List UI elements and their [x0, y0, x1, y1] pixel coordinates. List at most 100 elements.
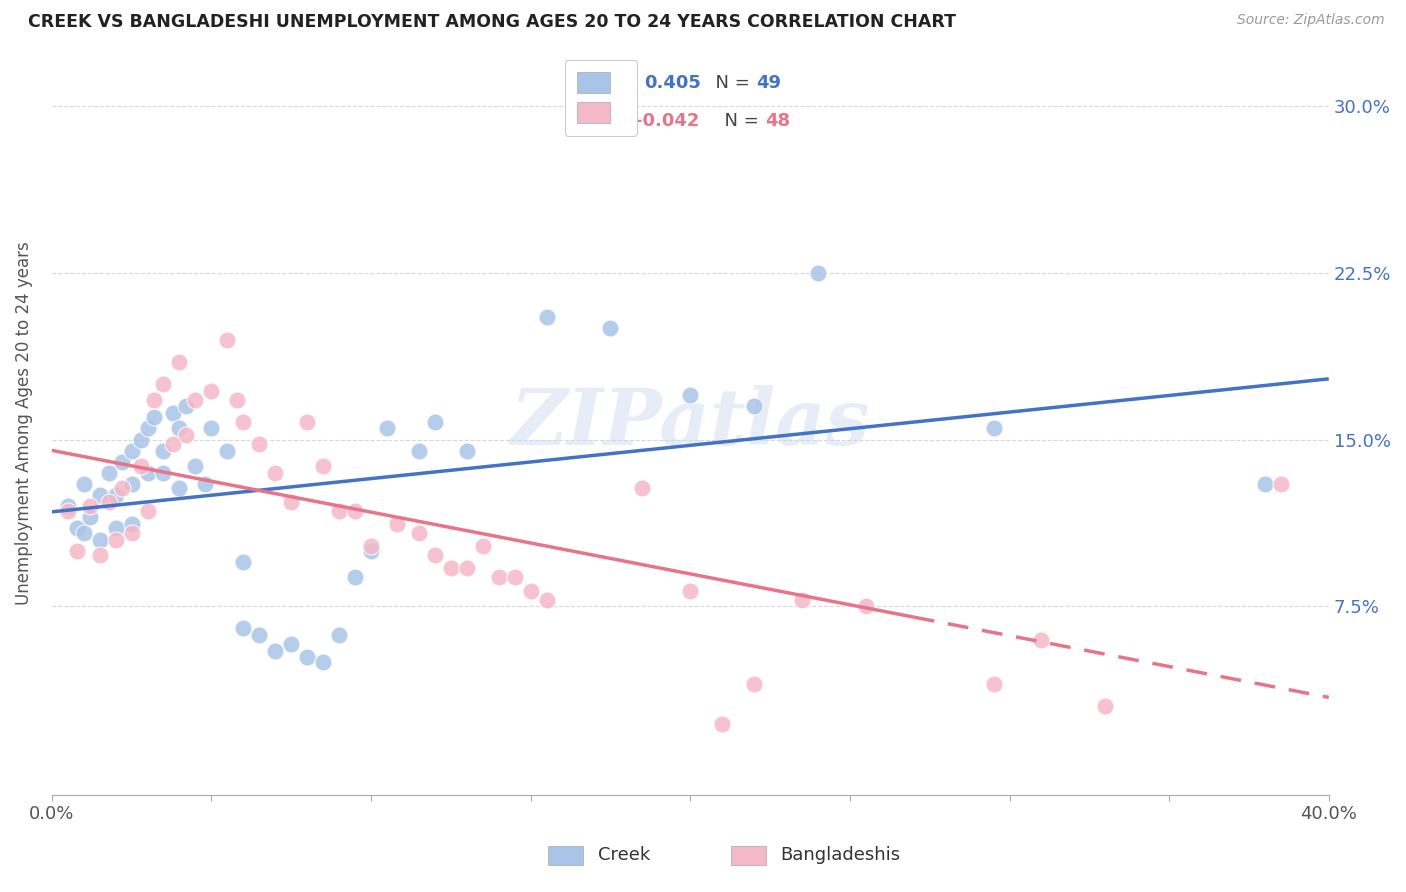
Point [280, 495, 302, 509]
Text: 48: 48 [765, 112, 790, 129]
Point [162, 437, 184, 451]
Point [855, 599, 877, 614]
Point [142, 392, 165, 407]
Point [104, 488, 127, 502]
Point [136, 421, 159, 435]
Point [423, 548, 446, 562]
Point [360, 543, 382, 558]
Point [121, 477, 143, 491]
Point [104, 521, 127, 535]
Point [136, 466, 159, 480]
Point [121, 443, 143, 458]
Point [169, 482, 191, 496]
Point [217, 443, 239, 458]
Point [456, 443, 478, 458]
Point [471, 539, 494, 553]
Point [136, 503, 159, 517]
Point [56, 499, 79, 513]
Point [73, 525, 96, 540]
Point [679, 388, 702, 402]
Point [111, 455, 134, 469]
Point [111, 482, 134, 496]
Point [66, 543, 89, 558]
Text: R =: R = [586, 74, 631, 92]
Point [408, 525, 430, 540]
Point [104, 533, 127, 547]
Point [232, 621, 254, 635]
Text: N =: N = [704, 74, 755, 92]
Point [742, 677, 765, 691]
Point [200, 384, 222, 398]
Text: N =: N = [713, 112, 765, 129]
Point [599, 321, 621, 335]
Point [536, 310, 558, 325]
Point [1094, 699, 1116, 714]
Point [232, 555, 254, 569]
Point [328, 628, 350, 642]
Point [519, 583, 541, 598]
Point [98, 495, 121, 509]
Text: 49: 49 [756, 74, 782, 92]
Text: Bangladeshis: Bangladeshis [780, 847, 900, 864]
Point [456, 561, 478, 575]
Legend: , : , [565, 60, 637, 136]
Point [280, 637, 302, 651]
Point [344, 570, 367, 584]
Point [152, 466, 174, 480]
Point [440, 561, 463, 575]
Point [89, 488, 111, 502]
Point [264, 466, 287, 480]
Point [1031, 632, 1053, 647]
Point [385, 516, 408, 531]
Point [162, 406, 184, 420]
Point [295, 650, 318, 665]
Text: Source: ZipAtlas.com: Source: ZipAtlas.com [1237, 13, 1385, 28]
Text: R =: R = [586, 112, 626, 129]
Point [536, 592, 558, 607]
Point [89, 533, 111, 547]
Point [1254, 477, 1277, 491]
Point [73, 477, 96, 491]
Text: CREEK VS BANGLADESHI UNEMPLOYMENT AMONG AGES 20 TO 24 YEARS CORRELATION CHART: CREEK VS BANGLADESHI UNEMPLOYMENT AMONG … [28, 13, 956, 31]
Point [408, 443, 430, 458]
Point [79, 499, 101, 513]
Text: 0.405: 0.405 [644, 74, 700, 92]
Point [129, 433, 152, 447]
Point [184, 392, 207, 407]
Point [264, 643, 287, 657]
Point [503, 570, 526, 584]
Point [247, 628, 270, 642]
Point [169, 421, 191, 435]
Point [226, 392, 249, 407]
Point [194, 477, 217, 491]
Point [983, 421, 1005, 435]
Point [184, 459, 207, 474]
Text: -0.042: -0.042 [636, 112, 699, 129]
Point [56, 503, 79, 517]
Point [312, 459, 335, 474]
Point [89, 548, 111, 562]
Point [344, 503, 367, 517]
Point [1270, 477, 1292, 491]
Point [423, 415, 446, 429]
Point [174, 399, 197, 413]
Point [983, 677, 1005, 691]
Point [488, 570, 510, 584]
Point [217, 333, 239, 347]
Point [129, 459, 152, 474]
Text: ZIPatlas: ZIPatlas [510, 384, 870, 461]
Point [121, 516, 143, 531]
Point [66, 521, 89, 535]
Point [360, 539, 382, 553]
Point [328, 503, 350, 517]
Point [295, 415, 318, 429]
Point [98, 466, 121, 480]
Point [790, 592, 813, 607]
Point [711, 717, 734, 731]
Point [121, 525, 143, 540]
Point [742, 399, 765, 413]
Point [312, 655, 335, 669]
Point [679, 583, 702, 598]
Point [174, 428, 197, 442]
Point [232, 415, 254, 429]
